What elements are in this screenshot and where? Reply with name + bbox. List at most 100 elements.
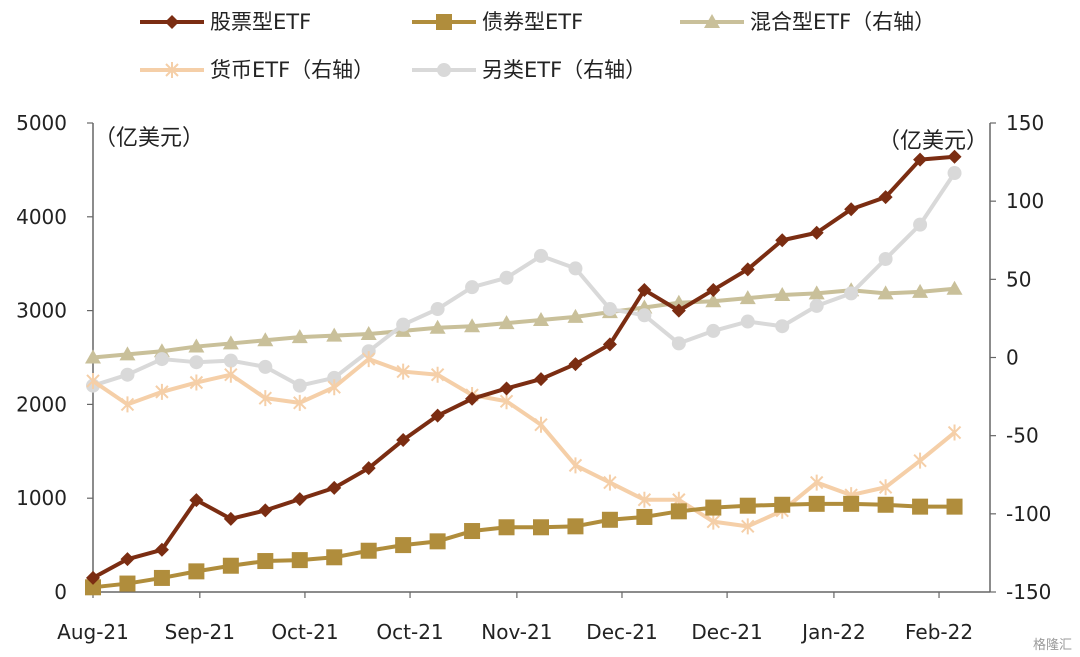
series-point: [878, 479, 893, 496]
legend-item: 股票型ETF: [140, 10, 311, 34]
right-y-tick-label: 50: [1006, 267, 1031, 291]
series-point: [86, 570, 100, 585]
series-point: [534, 248, 548, 263]
series-point: [396, 317, 411, 332]
series-point: [706, 282, 721, 297]
series-point: [430, 302, 445, 317]
series-point: [568, 357, 583, 372]
legend-item: 另类ETF（右轴）: [412, 58, 646, 82]
x-tick-label: Sep-21: [165, 620, 235, 644]
series-point: [222, 557, 239, 574]
series-point: [670, 503, 687, 520]
series-point: [291, 329, 308, 344]
x-tick-label: Dec-21: [586, 620, 657, 644]
right-y-tick-label: -150: [1006, 580, 1051, 604]
series-point: [258, 359, 273, 374]
legend-label: 混合型ETF（右轴）: [750, 10, 935, 34]
series-3: [86, 351, 962, 535]
series-point: [465, 280, 480, 295]
series-point: [808, 495, 825, 512]
series-point: [533, 311, 549, 326]
series-point: [120, 396, 135, 413]
series-point: [567, 518, 584, 535]
series-point: [85, 349, 101, 364]
series-point: [429, 533, 446, 550]
series-point: [499, 381, 514, 396]
series-point: [154, 352, 169, 367]
series-point: [567, 308, 584, 323]
series-point: [809, 474, 824, 491]
series-point: [361, 461, 376, 476]
series-point: [809, 225, 824, 240]
series-point: [326, 549, 343, 566]
series-layer: [85, 149, 963, 596]
series-point: [808, 285, 825, 300]
series-point: [498, 519, 515, 536]
legend-label: 债券型ETF: [482, 10, 583, 34]
left-y-tick-label: 4000: [16, 205, 67, 229]
legend-item: 债券型ETF: [412, 10, 583, 34]
left-y-tick-label: 5000: [16, 111, 67, 135]
series-point: [188, 338, 205, 353]
right-y-tick-label: -50: [1006, 424, 1039, 448]
series-point: [257, 553, 274, 570]
series-4: [86, 166, 962, 393]
series-point: [361, 351, 376, 368]
right-axis-unit: （亿美元）: [878, 129, 988, 154]
series-point: [739, 497, 756, 514]
axes: 0 1000 2000 3000 4000 5000 -150 -100 -50 0 50 100 15…: [16, 111, 1051, 644]
series-point: [670, 294, 687, 309]
series-point: [396, 433, 411, 448]
right-y-tick-label: -100: [1006, 502, 1051, 526]
series-point: [774, 496, 791, 513]
series-point: [189, 374, 204, 391]
series-point: [534, 372, 548, 387]
legend-swatch-marker: [704, 14, 720, 28]
series-point: [258, 390, 273, 407]
series-point: [188, 563, 205, 580]
series-point: [878, 190, 893, 205]
series-point: [705, 499, 722, 516]
legend-swatch-marker: [165, 62, 179, 78]
series-point: [223, 511, 238, 526]
series-point: [913, 452, 927, 469]
series-point: [739, 290, 756, 305]
series-point: [189, 355, 204, 370]
series-point: [119, 575, 136, 592]
x-tick-label: Feb-22: [905, 620, 973, 644]
series-point: [568, 457, 583, 474]
series-point: [291, 552, 308, 569]
series-point: [189, 493, 204, 508]
series-point: [913, 152, 928, 167]
series-point: [637, 491, 652, 508]
series-point: [601, 511, 618, 528]
watermark: 格隆汇: [1032, 638, 1072, 653]
series-point: [878, 252, 893, 267]
legend-label: 股票型ETF: [210, 10, 311, 34]
series-point: [533, 519, 549, 536]
series-point: [947, 424, 962, 441]
series-point: [809, 298, 824, 313]
series-point: [877, 285, 894, 300]
series-point: [326, 327, 343, 342]
series-point: [86, 372, 100, 389]
series-point: [292, 492, 307, 507]
series-line: [92, 171, 957, 388]
series-point: [705, 293, 722, 308]
series-point: [844, 286, 859, 301]
series-point: [602, 337, 617, 352]
series-point: [153, 569, 170, 586]
x-tick-label: Jan-22: [800, 620, 866, 644]
series-point: [155, 383, 169, 400]
series-point: [774, 286, 791, 301]
legend-label: 货币ETF（右轴）: [210, 58, 374, 82]
series-point: [912, 283, 929, 298]
right-y-tick-label: 100: [1006, 189, 1044, 213]
series-point: [395, 537, 412, 554]
series-point: [913, 217, 928, 232]
series-point: [912, 498, 929, 515]
left-y-tick-label: 2000: [16, 392, 67, 416]
series-point: [706, 513, 721, 530]
series-point: [636, 508, 653, 525]
